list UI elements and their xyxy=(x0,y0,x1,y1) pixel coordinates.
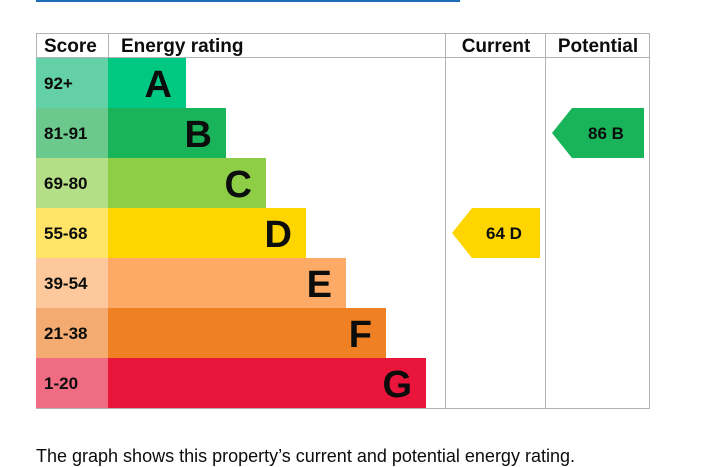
rating-bar-d xyxy=(108,208,306,258)
energy-rating-chart: Score Energy rating Current Potential 92+ A 8… xyxy=(36,33,650,409)
rating-letter-b: B xyxy=(185,114,212,156)
score-cell-c xyxy=(36,158,108,208)
rating-bar-b xyxy=(108,108,226,158)
score-cell-f xyxy=(36,308,108,358)
rating-letter-c: C xyxy=(225,164,252,206)
rating-bar-e xyxy=(108,258,346,308)
header-energy-rating: Energy rating xyxy=(121,36,243,57)
rating-letter-g: G xyxy=(382,364,412,406)
current-rating-arrow xyxy=(452,208,540,258)
header-potential: Potential xyxy=(558,36,638,57)
rating-bar-g xyxy=(108,358,426,408)
score-range-d: 55-68 xyxy=(44,224,87,243)
score-cell-d xyxy=(36,208,108,258)
top-divider xyxy=(36,0,460,2)
chart-markers: 64 D 86 B xyxy=(452,108,644,258)
rating-bar-c xyxy=(108,158,266,208)
chart-bands: 92+ A 81-91 B 69-80 C 55-68 D 39-54 E 21-38 F 1-20 G xyxy=(36,58,426,408)
score-range-g: 1-20 xyxy=(44,374,78,393)
score-cell-b xyxy=(36,108,108,158)
rating-letter-e: E xyxy=(307,264,332,306)
score-range-e: 39-54 xyxy=(44,274,88,293)
header-current: Current xyxy=(462,36,531,57)
score-cell-e xyxy=(36,258,108,308)
rating-letter-a: A xyxy=(145,64,172,106)
chart-caption: The graph shows this property’s current … xyxy=(36,446,575,466)
rating-bar-f xyxy=(108,308,386,358)
score-range-a: 92+ xyxy=(44,74,73,93)
header-score: Score xyxy=(44,36,97,57)
potential-rating-arrow xyxy=(552,108,644,158)
rating-bar-a xyxy=(108,58,186,108)
rating-letter-d: D xyxy=(265,214,292,256)
rating-letter-f: F xyxy=(349,314,372,356)
score-cell-g xyxy=(36,358,108,408)
score-cell-a xyxy=(36,58,108,108)
score-range-c: 69-80 xyxy=(44,174,87,193)
current-rating-label: 64 D xyxy=(486,224,522,243)
score-range-b: 81-91 xyxy=(44,124,87,143)
potential-rating-label: 86 B xyxy=(588,124,624,143)
chart-headers: Score Energy rating Current Potential xyxy=(44,36,638,57)
score-range-f: 21-38 xyxy=(44,324,87,343)
